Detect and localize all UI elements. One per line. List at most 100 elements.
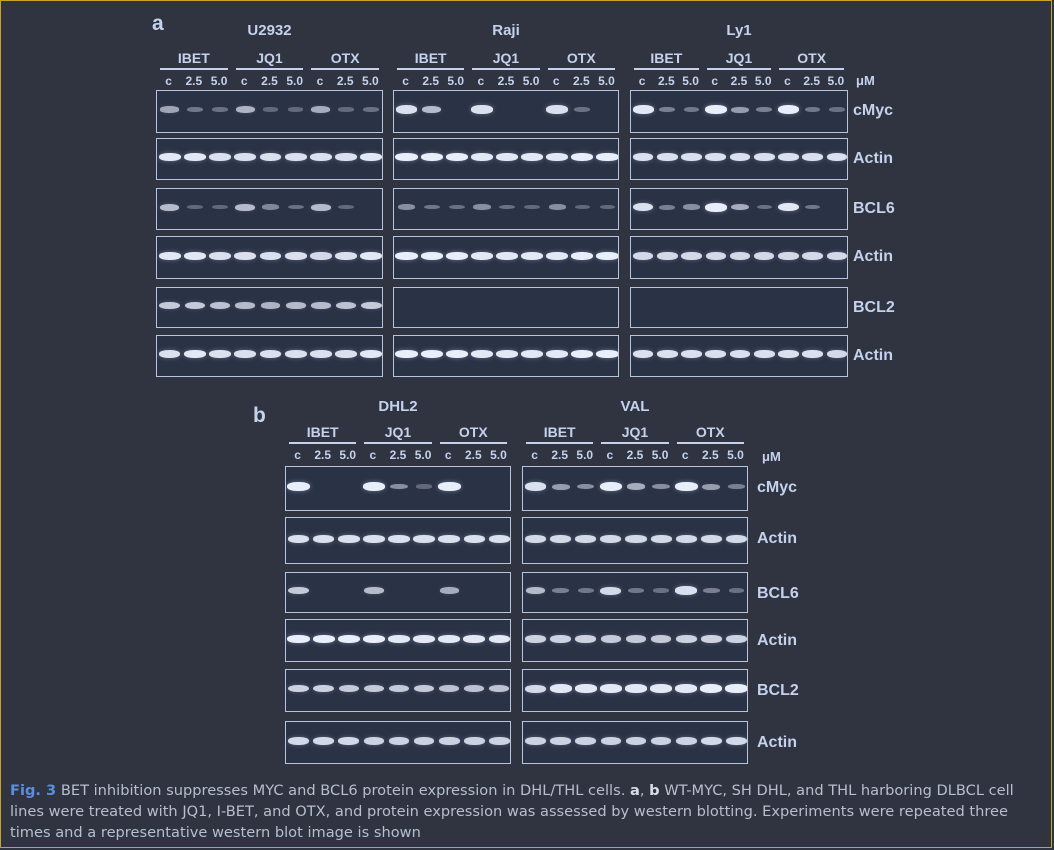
- blot-band: [596, 350, 618, 358]
- blot-band: [575, 736, 597, 745]
- blot-band: [525, 736, 546, 745]
- blot-bcl6: [285, 572, 511, 613]
- protein-label: cMyc: [853, 102, 894, 119]
- treatment-group-underline: [676, 442, 744, 444]
- blot-band: [599, 204, 616, 210]
- blot-band: [683, 107, 700, 112]
- blot-band: [445, 251, 468, 260]
- concentration-label: 5.0: [447, 74, 465, 88]
- panel-letter: a: [152, 12, 164, 35]
- blot-band: [546, 350, 569, 358]
- blot-band: [360, 251, 382, 260]
- concentration-label: 5.0: [727, 448, 744, 462]
- blot-band: [650, 736, 672, 745]
- protein-label: BCL2: [757, 682, 799, 699]
- treatment-group-underline: [439, 442, 507, 444]
- treatment-group-underline: [706, 68, 772, 70]
- blot-actin: [285, 721, 511, 764]
- blot-band: [470, 350, 493, 358]
- treatment-group-label: IBET: [306, 424, 339, 440]
- blot-band: [488, 634, 510, 643]
- concentration-label: 5.0: [522, 74, 540, 88]
- blot-band: [700, 684, 723, 693]
- blot-band: [464, 684, 485, 693]
- blot-actin: [522, 619, 748, 662]
- blot-band: [674, 482, 698, 491]
- blot-band: [574, 684, 597, 693]
- blot-band: [625, 634, 647, 643]
- blot-band: [234, 251, 257, 260]
- blot-band: [683, 204, 700, 210]
- concentration-label: c: [552, 74, 560, 88]
- blot-band: [675, 736, 697, 745]
- blot-band: [361, 301, 382, 310]
- treatment-group-underline: [364, 442, 432, 444]
- blot-band: [395, 350, 418, 358]
- blot-band: [625, 684, 647, 693]
- blot-band: [183, 350, 206, 358]
- blot-band: [311, 302, 331, 309]
- concentration-label: c: [711, 74, 719, 88]
- blot-band: [725, 736, 747, 745]
- blot-band: [521, 251, 544, 260]
- blot-band: [284, 153, 307, 161]
- treatment-group-underline: [779, 68, 844, 70]
- blot-band: [413, 634, 436, 643]
- blot-band: [704, 105, 727, 114]
- protein-label: Actin: [853, 150, 893, 167]
- caption-bold-b: b: [649, 782, 660, 799]
- blot-band: [310, 251, 332, 260]
- treatment-group-underline: [634, 68, 699, 70]
- blot-band: [778, 251, 799, 260]
- blot-band: [632, 202, 654, 212]
- blot-band: [311, 106, 331, 113]
- blot-band: [360, 350, 382, 358]
- blot-band: [525, 587, 546, 594]
- concentration-label: c: [316, 74, 324, 88]
- blot-band: [416, 484, 432, 489]
- cell-line-title: U2932: [247, 22, 292, 39]
- blot-band: [288, 586, 309, 595]
- blot-band: [632, 251, 654, 260]
- blot-actin: [156, 138, 383, 180]
- western-blot-figure: a μM U2932 IBET c 2.5 5.0 JQ1 c 2.5 5.0 OTX c 2.5 5.0 R…: [152, 12, 895, 764]
- blot-band: [413, 684, 435, 693]
- unit-label: μM: [762, 449, 781, 464]
- blot-actin: [285, 619, 511, 662]
- concentration-label: 5.0: [414, 448, 432, 462]
- blot-band: [802, 350, 823, 358]
- blot-band: [337, 634, 360, 643]
- blot-band: [439, 684, 460, 693]
- blot-band: [726, 634, 747, 643]
- treatment-group-underline: [526, 442, 594, 444]
- blot-band: [159, 203, 180, 211]
- concentration-label: 2.5: [336, 74, 354, 88]
- blot-actin: [630, 138, 848, 180]
- blot-band: [705, 153, 727, 161]
- blot-band: [489, 736, 510, 745]
- panel-letter: b: [253, 404, 266, 427]
- concentration-label: c: [294, 448, 301, 462]
- blot-band: [395, 251, 418, 260]
- blot-band: [650, 634, 672, 643]
- blot-band: [577, 483, 595, 490]
- protein-label: BCL6: [757, 585, 799, 602]
- blot-band: [489, 684, 510, 693]
- blot-band: [546, 153, 569, 161]
- blot-band: [626, 483, 646, 490]
- blot-band: [778, 350, 799, 358]
- protein-label: BCL6: [853, 200, 895, 217]
- blot-band: [209, 251, 231, 260]
- blot-actin: [393, 335, 619, 377]
- blot-band: [471, 105, 493, 114]
- treatment-group-label: OTX: [458, 424, 488, 440]
- blot-bcl2: [156, 287, 383, 328]
- blot-band: [754, 251, 775, 260]
- blot-band: [650, 684, 673, 693]
- figure-caption: Fig. 3 BET inhibition suppresses MYC and…: [10, 780, 1040, 843]
- blot-band: [681, 350, 702, 358]
- blot-band: [600, 586, 622, 595]
- blot-band: [729, 153, 751, 161]
- blot-band: [338, 684, 359, 693]
- blot-band: [212, 204, 228, 210]
